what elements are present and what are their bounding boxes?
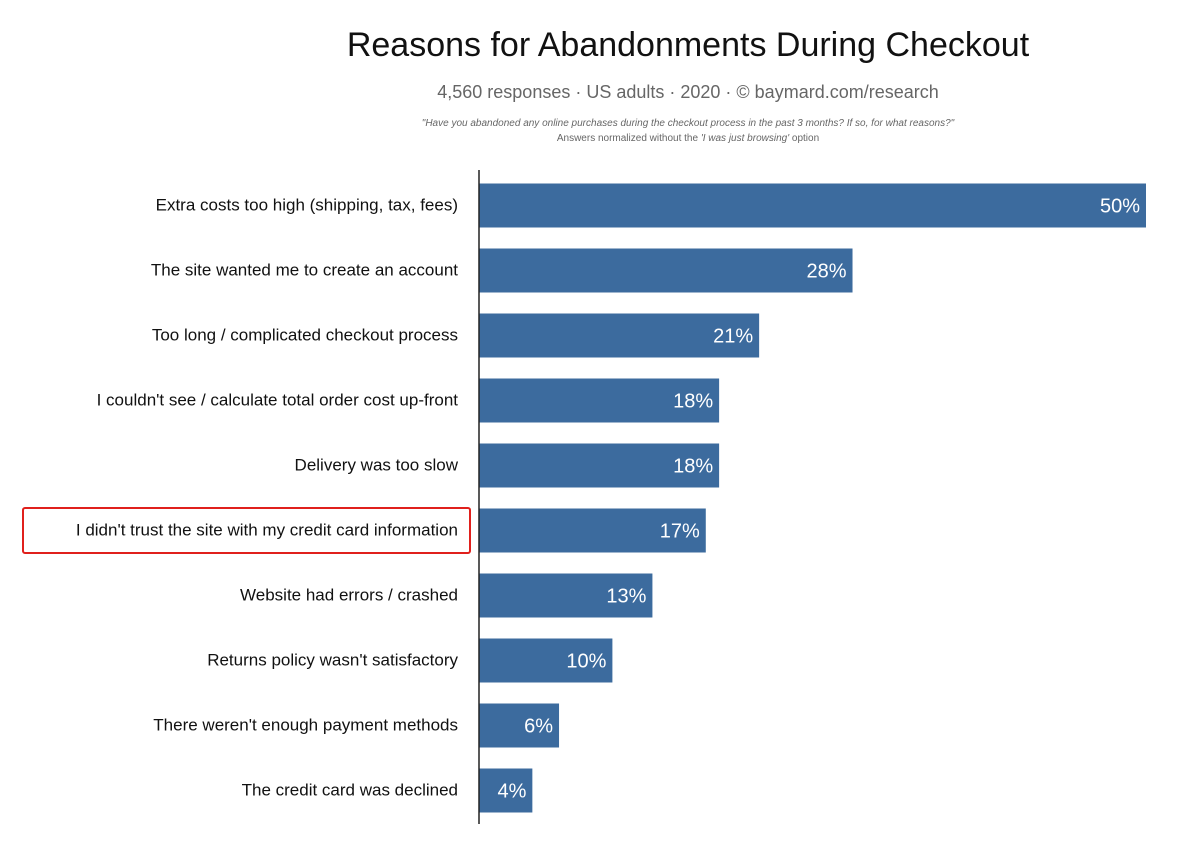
- normalization-note: Answers normalized without the 'I was ju…: [0, 133, 1200, 144]
- category-label: The site wanted me to create an account: [151, 261, 458, 280]
- category-label: I didn't trust the site with my credit c…: [76, 521, 458, 540]
- bar: [479, 573, 653, 618]
- bar: [479, 443, 720, 488]
- data-label: 6%: [524, 716, 553, 738]
- highlight-box: [22, 507, 471, 554]
- data-label: 13%: [606, 586, 646, 608]
- bar: [479, 703, 560, 748]
- bar: [479, 378, 720, 423]
- bar: [479, 768, 533, 813]
- data-label: 28%: [806, 261, 846, 283]
- data-label: 18%: [673, 391, 713, 413]
- data-label: 50%: [1100, 196, 1140, 218]
- chart-subtitle: 4,560 responses · US adults · 2020 · © b…: [437, 82, 939, 102]
- bar: [479, 183, 1146, 228]
- category-label: There weren't enough payment methods: [153, 716, 458, 735]
- bar: [479, 638, 613, 683]
- category-label: Returns policy wasn't satisfactory: [207, 651, 458, 670]
- survey-question: "Have you abandoned any online purchases…: [421, 118, 955, 129]
- data-label: 17%: [660, 521, 700, 543]
- bar: [479, 248, 853, 293]
- data-label: 10%: [566, 651, 606, 673]
- data-label: 21%: [713, 326, 753, 348]
- data-label: 4%: [497, 781, 526, 803]
- category-label: Delivery was too slow: [295, 456, 459, 475]
- bar: [479, 313, 760, 358]
- category-label: Too long / complicated checkout process: [152, 326, 458, 345]
- data-label: 18%: [673, 456, 713, 478]
- note-suffix: option: [789, 133, 820, 144]
- bar: [479, 508, 706, 553]
- category-label: Extra costs too high (shipping, tax, fee…: [156, 196, 458, 215]
- note-emphasis: 'I was just browsing': [700, 133, 790, 144]
- chart-title: Reasons for Abandonments During Checkout: [346, 26, 1030, 64]
- category-label: Website had errors / crashed: [240, 586, 458, 605]
- category-label: The credit card was declined: [242, 781, 458, 800]
- note-prefix: Answers normalized without the: [556, 133, 701, 144]
- category-label: I couldn't see / calculate total order c…: [97, 391, 459, 410]
